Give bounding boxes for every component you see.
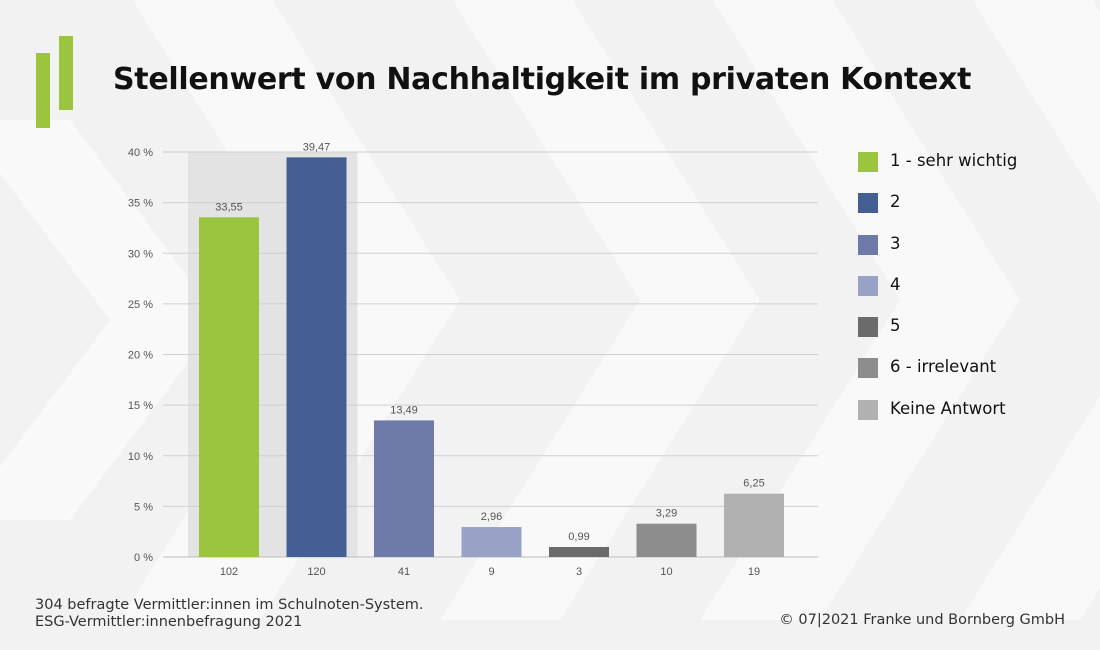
page-title: Stellenwert von Nachhaltigkeit im privat…	[113, 62, 972, 97]
bar	[199, 217, 259, 557]
legend-swatch	[858, 234, 878, 255]
bar	[374, 420, 434, 557]
y-tick-label: 30 %	[128, 248, 153, 260]
footnote-sample: 304 befragte Vermittler:innen im Schulno…	[35, 597, 424, 613]
legend-label: 2	[890, 192, 901, 212]
data-label: 0,99	[568, 531, 589, 543]
bar	[549, 546, 609, 557]
legend-swatch	[858, 317, 878, 338]
logo-bar-left	[36, 53, 50, 128]
x-tick-label: 10	[660, 566, 672, 578]
y-tick-label: 10 %	[128, 451, 153, 463]
y-tick-label: 20 %	[128, 350, 153, 362]
legend-label: 6 - irrelevant	[890, 357, 997, 377]
legend-label: 5	[890, 316, 901, 336]
legend-label: 3	[890, 233, 901, 253]
bar	[636, 523, 697, 557]
y-tick-label: 25 %	[128, 299, 153, 311]
x-tick-label: 19	[748, 566, 760, 578]
data-label: 3,29	[656, 508, 677, 520]
y-tick-label: 0 %	[134, 552, 153, 564]
legend-label: 1 - sehr wichtig	[890, 151, 1018, 170]
legend-label: 4	[890, 274, 901, 294]
bar	[461, 527, 522, 557]
legend-label: Keine Antwort	[890, 398, 1006, 418]
y-tick-label: 40 %	[128, 147, 153, 159]
legend-swatch	[858, 152, 878, 172]
logo-bar-right	[59, 36, 73, 110]
bar	[286, 157, 347, 557]
x-tick-label: 41	[398, 566, 410, 578]
data-label: 6,25	[743, 478, 764, 490]
legend-swatch	[858, 399, 878, 420]
copyright-notice: © 07|2021 Franke und Bornberg GmbH	[779, 612, 1065, 628]
y-tick-label: 5 %	[134, 501, 153, 513]
y-tick-label: 15 %	[128, 400, 153, 412]
y-tick-label: 35 %	[128, 198, 153, 210]
x-tick-label: 9	[488, 566, 494, 578]
legend-swatch	[858, 358, 878, 379]
legend-swatch	[858, 275, 878, 296]
x-tick-label: 120	[307, 566, 325, 578]
x-tick-label: 102	[220, 566, 238, 578]
x-tick-label: 3	[576, 566, 582, 578]
bar	[724, 493, 784, 557]
legend-swatch	[858, 193, 878, 214]
data-label: 33,55	[215, 201, 243, 213]
data-label: 2,96	[481, 511, 502, 523]
data-label: 13,49	[390, 404, 418, 416]
footnote-source: ESG-Vermittler:innenbefragung 2021	[35, 614, 303, 630]
data-label: 39,47	[303, 141, 331, 153]
